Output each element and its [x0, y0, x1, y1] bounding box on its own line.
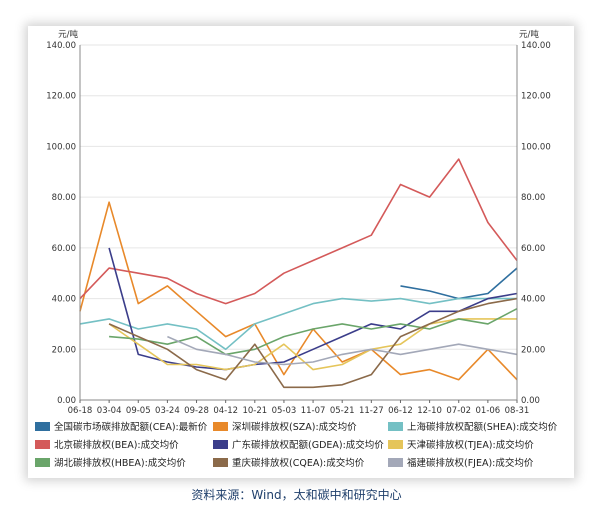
- y-tick-label-right: 20.00: [521, 345, 545, 355]
- legend-swatch: [35, 440, 50, 449]
- series-line-4: [108, 247, 518, 371]
- x-tick-label: 07-02: [446, 406, 471, 416]
- legend-swatch: [213, 440, 228, 449]
- x-tick-label: 12-10: [417, 406, 442, 416]
- x-tick-label: 08-31: [505, 406, 530, 416]
- x-tick-label: 09-28: [184, 406, 209, 416]
- y-tick-label-left: 0.00: [57, 396, 76, 406]
- y-tick-label-right: 140.00: [521, 41, 551, 51]
- legend-swatch: [213, 422, 228, 431]
- y-tick-label-left: 40.00: [52, 295, 76, 305]
- y-axis-unit-right: 元/吨: [519, 29, 539, 40]
- y-tick-label-left: 20.00: [52, 345, 76, 355]
- y-tick-label-right: 60.00: [521, 244, 545, 254]
- series-line-2: [79, 297, 517, 351]
- x-tick-label: 04-12: [213, 406, 238, 416]
- series-line-1: [79, 201, 518, 381]
- grid-lines: [80, 44, 517, 401]
- series-line-7: [108, 297, 518, 389]
- y-tick-label-left: 140.00: [46, 41, 76, 51]
- x-tick-label: 11-27: [359, 406, 384, 416]
- y-tick-label-left: 120.00: [46, 92, 76, 102]
- legend-label: 上海碳排放权配额(SHEA):成交均价: [407, 421, 558, 433]
- legend-label: 重庆碳排放权(CQEA):成交均价: [232, 457, 365, 469]
- x-tick-label: 01-06: [476, 406, 501, 416]
- y-tick-label-right: 120.00: [521, 92, 551, 102]
- x-tick-label: 11-07: [301, 406, 326, 416]
- legend: 全国碳市场碳排放配额(CEA):最新价 深圳碳排放权(SZA):成交均价 上海碳排放…: [35, 421, 558, 469]
- legend-swatch: [35, 422, 50, 431]
- legend-swatch: [388, 458, 403, 467]
- y-tick-label-left: 60.00: [52, 244, 76, 254]
- x-tick-label: 10-21: [242, 406, 267, 416]
- legend-label: 湖北碳排放权(HBEA):成交均价: [54, 457, 186, 469]
- series-line-3: [79, 158, 518, 305]
- x-tick-label: 09-05: [126, 406, 151, 416]
- x-tick-label: 06-12: [388, 406, 413, 416]
- y-tick-label-right: 40.00: [521, 295, 545, 305]
- y-axis-unit-left: 元/吨: [58, 29, 78, 40]
- legend-swatch: [35, 458, 50, 467]
- y-tick-label-left: 80.00: [52, 193, 76, 203]
- legend-swatch: [213, 458, 228, 467]
- y-tick-label-left: 100.00: [46, 142, 76, 152]
- tick-labels: 0.00 0.00 20.00 20.00 40.00 40.00 60.00 60.00 80…: [46, 41, 551, 416]
- x-tick-label: 06-18: [68, 406, 93, 416]
- y-tick-label-right: 80.00: [521, 193, 545, 203]
- legend-label: 福建碳排放权(FJEA):成交均价: [407, 457, 534, 469]
- x-tick-label: 05-03: [272, 406, 297, 416]
- series-line-0: [400, 267, 518, 300]
- chart-container: 元/吨 元/吨 0.00 0.00 20.00 20.00 40.00 40.00 60.0…: [28, 26, 574, 478]
- legend-label: 全国碳市场碳排放配额(CEA):最新价: [54, 421, 208, 433]
- series-line-5: [108, 318, 517, 371]
- y-tick-label-right: 100.00: [521, 142, 551, 152]
- legend-label: 广东碳排放权配额(GDEA):成交均价: [232, 439, 384, 451]
- chart-svg: 元/吨 元/吨 0.00 0.00 20.00 20.00 40.00 40.00 60.0…: [35, 29, 558, 469]
- x-tick-label: 03-24: [155, 406, 180, 416]
- legend-label: 天津碳排放权(TJEA):成交均价: [407, 439, 534, 451]
- legend-swatch: [388, 440, 403, 449]
- x-tick-label: 05-21: [330, 406, 355, 416]
- axes: 元/吨 元/吨: [58, 29, 539, 401]
- series-line-8: [167, 335, 518, 366]
- legend-label: 北京碳排放权(BEA):成交均价: [54, 439, 179, 451]
- legend-swatch: [388, 422, 403, 431]
- y-tick-label-right: 0.00: [521, 396, 540, 406]
- legend-label: 深圳碳排放权(SZA):成交均价: [232, 421, 357, 433]
- source-note: 资料来源：Wind，太和碳中和研究中心: [191, 488, 402, 502]
- series-lines: [79, 158, 518, 389]
- x-tick-label: 03-04: [97, 406, 122, 416]
- series-line-6: [109, 307, 518, 356]
